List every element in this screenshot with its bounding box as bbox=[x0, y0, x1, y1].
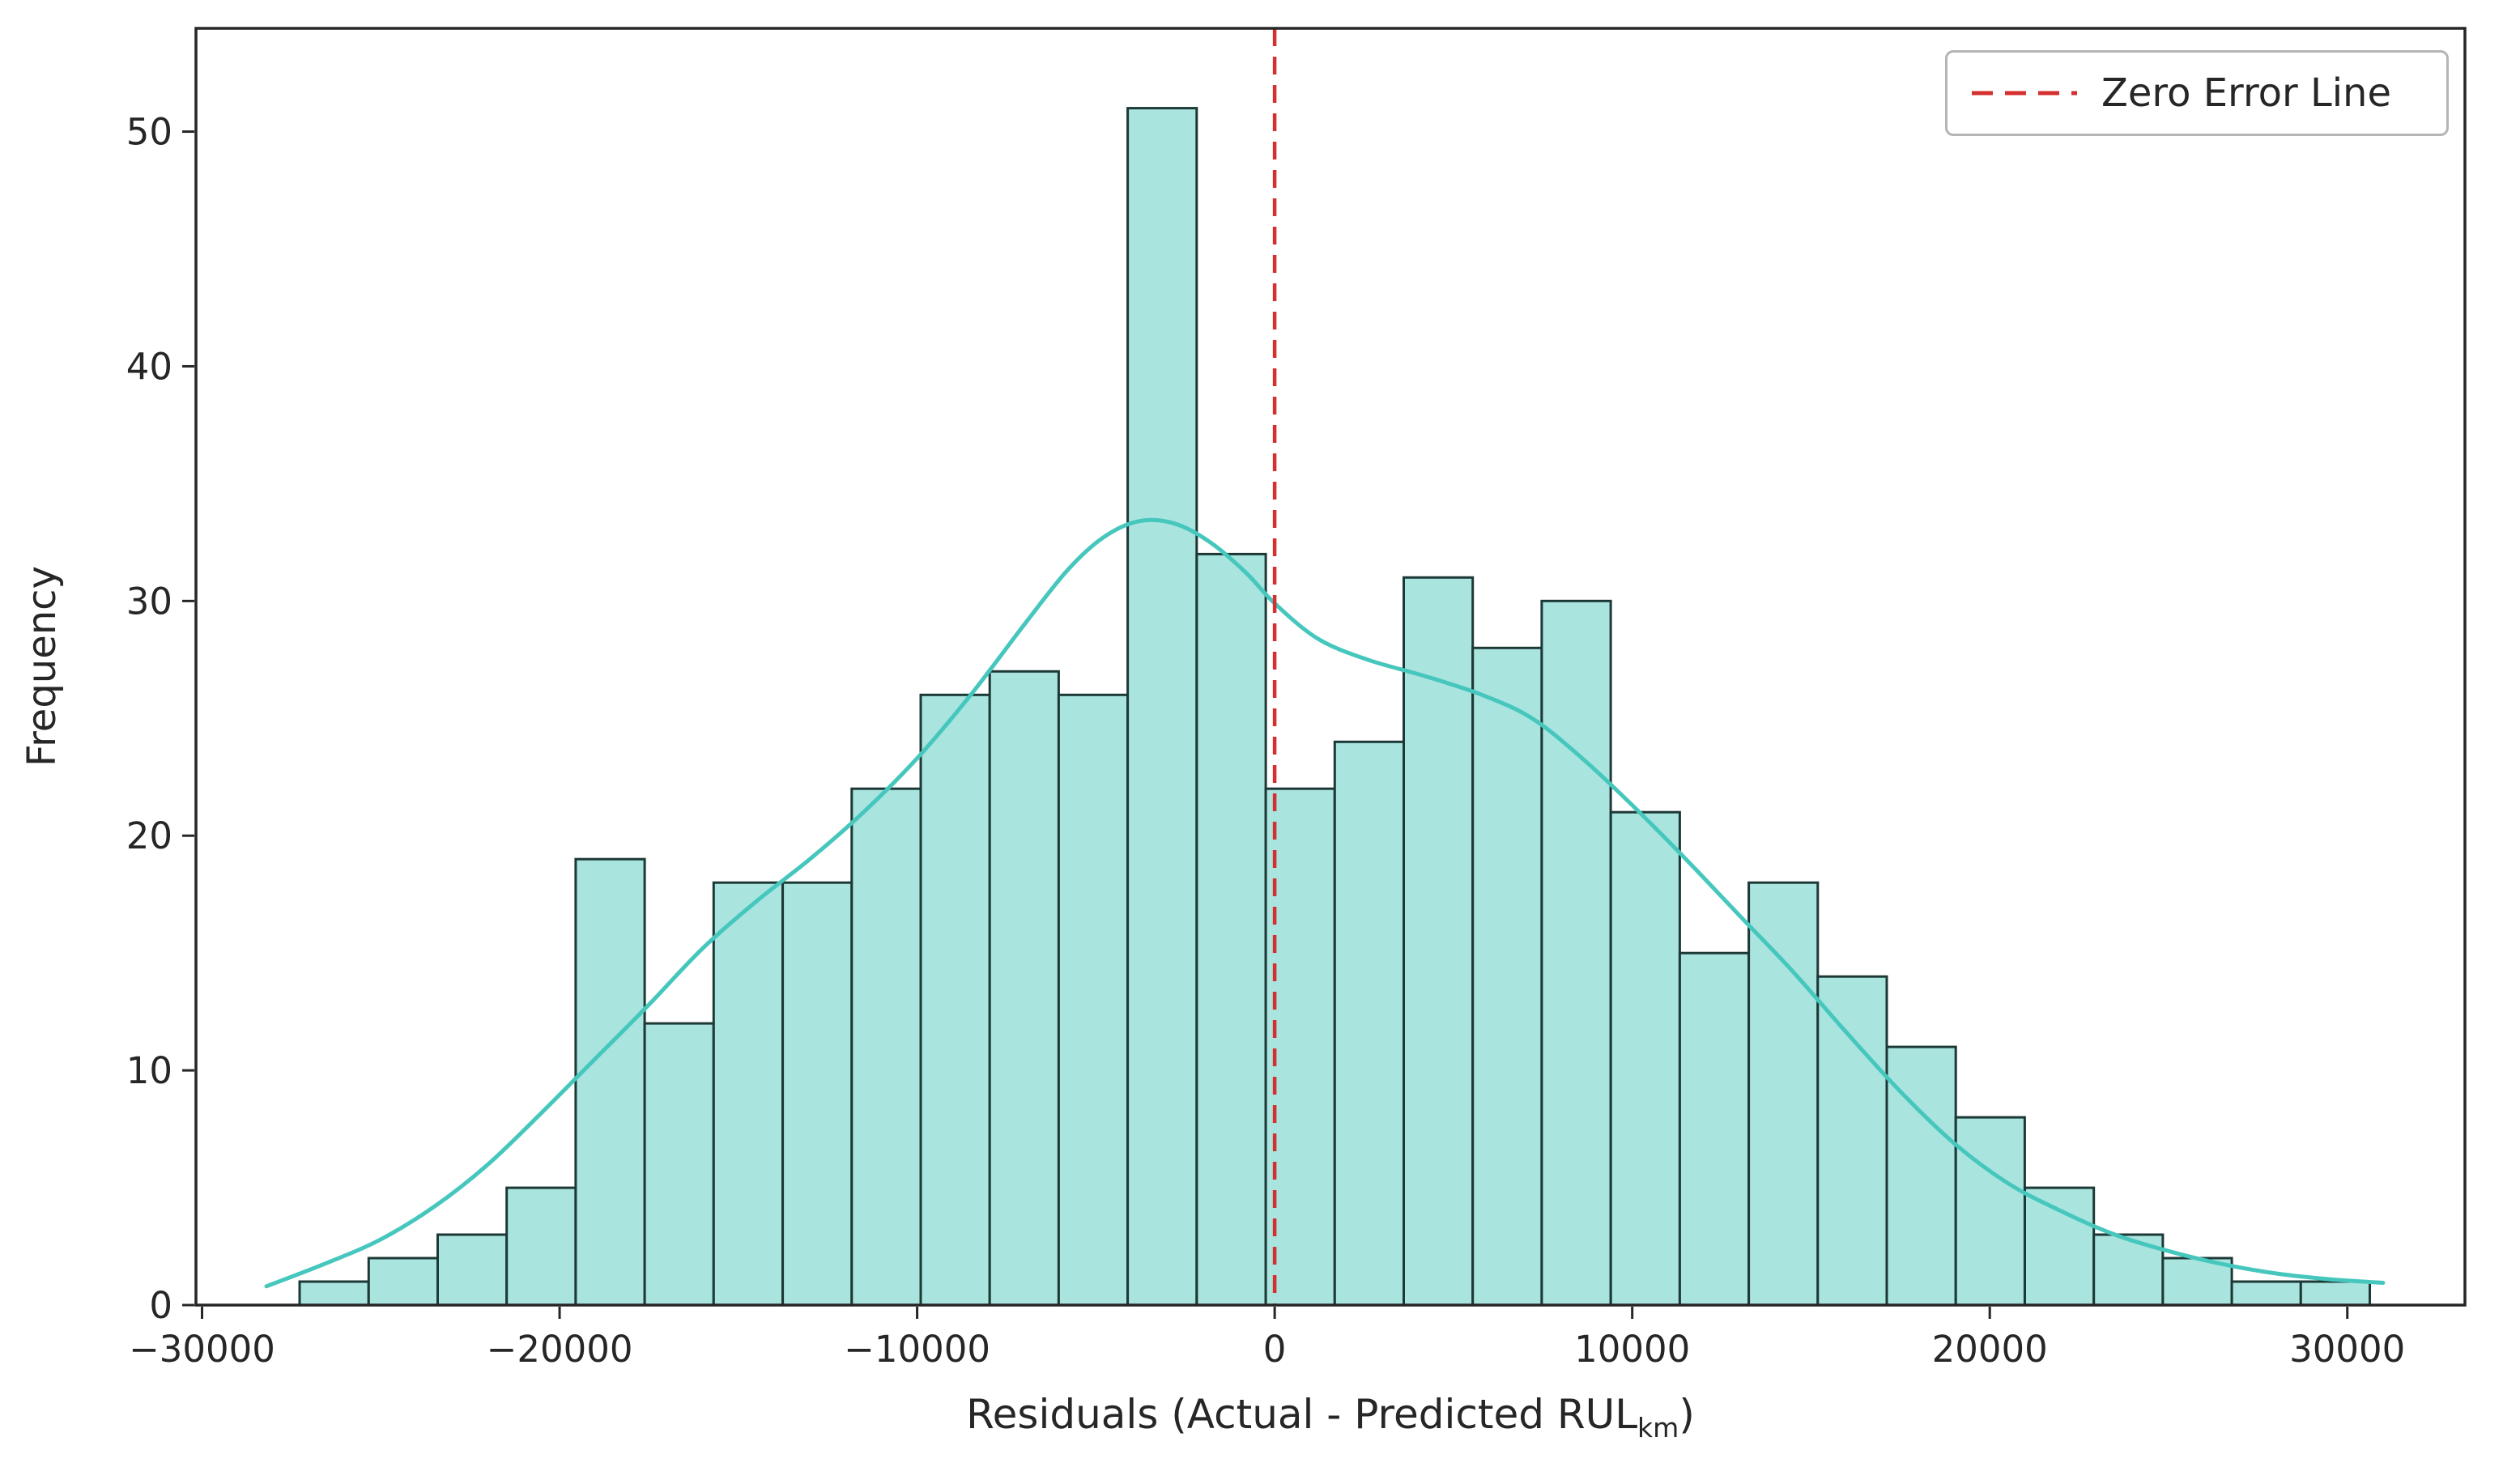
histogram-bar bbox=[1747, 881, 1820, 1307]
x-tick-label: 30000 bbox=[2289, 1328, 2405, 1371]
histogram-bar bbox=[1954, 1116, 2026, 1307]
y-tick-label: 20 bbox=[126, 814, 172, 857]
legend: Zero Error Line bbox=[1945, 50, 2449, 136]
histogram-bar bbox=[1678, 951, 1751, 1307]
histogram-bar bbox=[2299, 1280, 2372, 1307]
histogram-bar bbox=[574, 857, 646, 1307]
x-tick-label: 20000 bbox=[1932, 1328, 2048, 1371]
histogram-bar bbox=[2024, 1186, 2096, 1307]
plot-frame bbox=[194, 27, 2467, 1307]
x-axis-label: Residuals (Actual - Predicted RULkm) bbox=[966, 1391, 1695, 1441]
histogram-bar bbox=[1471, 646, 1543, 1307]
histogram-bar bbox=[1609, 810, 1681, 1307]
histogram-bar bbox=[436, 1233, 509, 1307]
x-axis-label-subscript: km bbox=[1637, 1412, 1679, 1444]
histogram-bar bbox=[643, 1022, 715, 1307]
x-tick-label: 10000 bbox=[1574, 1328, 1690, 1371]
x-axis-label-main: Residuals (Actual - Predicted RUL bbox=[966, 1391, 1638, 1438]
y-tick-label: 0 bbox=[149, 1284, 172, 1327]
histogram-bar bbox=[1195, 552, 1267, 1307]
histogram-bar bbox=[1816, 975, 1888, 1307]
histogram-bar bbox=[781, 881, 853, 1307]
x-tick-label: −20000 bbox=[487, 1328, 633, 1371]
x-tick-label: 0 bbox=[1263, 1328, 1287, 1371]
histogram-bar bbox=[1264, 787, 1336, 1307]
zero-error-line-icon bbox=[1972, 91, 2077, 96]
legend-label: Zero Error Line bbox=[2101, 70, 2392, 116]
x-tick-label: −30000 bbox=[129, 1328, 275, 1371]
x-tick-label: −10000 bbox=[844, 1328, 990, 1371]
histogram-bar bbox=[850, 787, 922, 1307]
y-tick-label: 50 bbox=[126, 111, 172, 154]
y-tick-label: 30 bbox=[126, 580, 172, 623]
histogram-bar bbox=[1333, 740, 1406, 1307]
histogram-bar bbox=[919, 693, 991, 1307]
histogram-bar bbox=[505, 1186, 577, 1307]
y-tick-label: 40 bbox=[126, 345, 172, 388]
histogram-bar bbox=[1057, 693, 1130, 1307]
histogram-bar bbox=[298, 1280, 370, 1307]
x-axis-label-close: ) bbox=[1679, 1391, 1695, 1438]
histogram-bar bbox=[988, 670, 1060, 1307]
y-axis-label: Frequency bbox=[19, 566, 65, 767]
histogram-bar bbox=[1126, 107, 1198, 1307]
y-tick-label: 10 bbox=[126, 1049, 172, 1092]
histogram-bar bbox=[367, 1257, 439, 1307]
histogram-bar bbox=[1403, 576, 1475, 1307]
histogram-bar bbox=[2230, 1280, 2302, 1307]
histogram-bar bbox=[1540, 599, 1612, 1307]
histogram-bar bbox=[712, 881, 784, 1307]
